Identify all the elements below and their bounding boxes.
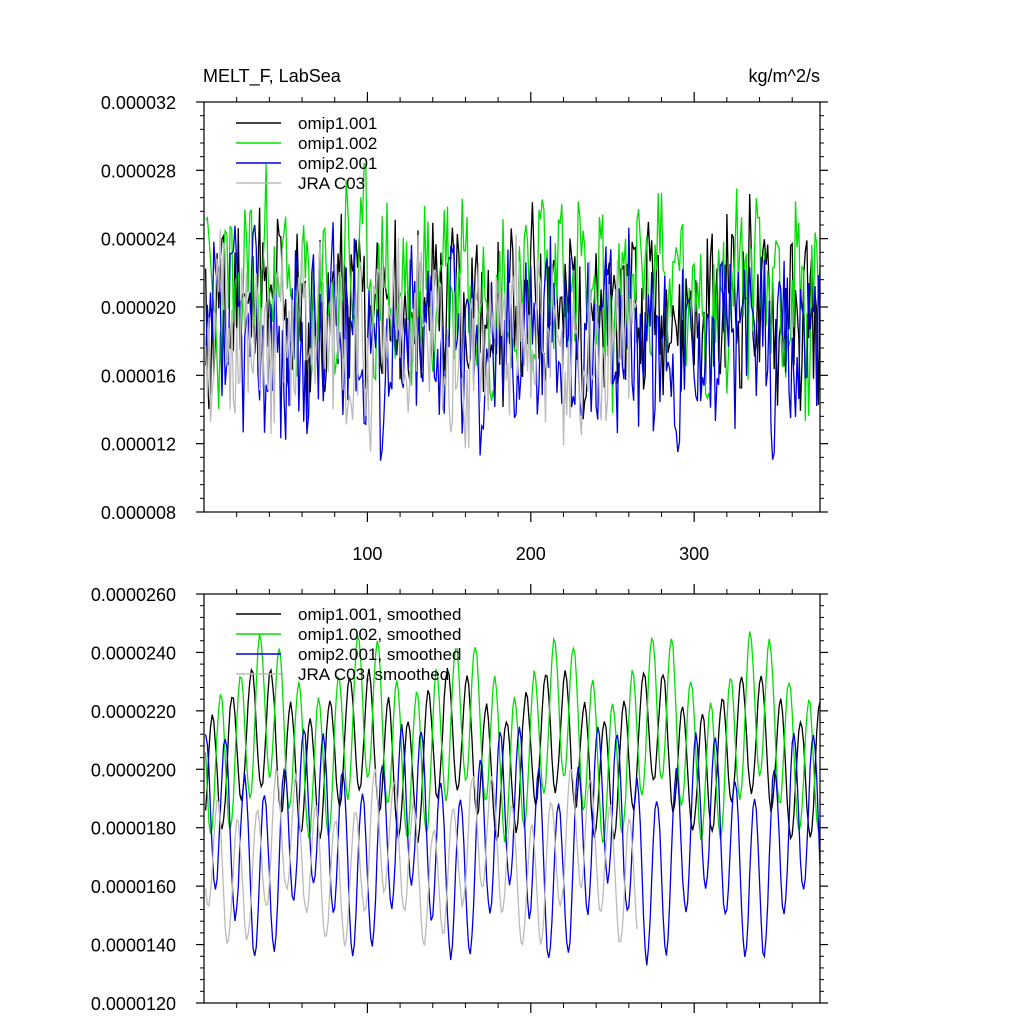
bottom-legend-label-3: JRA C03, smoothed: [298, 665, 449, 684]
top-series-line-3: [204, 229, 638, 452]
bottom-y-tick-label-6: 0.0000240: [91, 643, 176, 663]
bottom-legend-entry-0: omip1.001, smoothed: [236, 605, 462, 624]
bottom-legend-entry-1: omip1.002, smoothed: [236, 625, 462, 644]
bottom-y-tick-label-4: 0.0000200: [91, 760, 176, 780]
top-y-tick-label-3: 0.000020: [101, 298, 176, 318]
top-series-layer: [204, 162, 821, 461]
top-legend-label-0: omip1.001: [298, 114, 377, 133]
bottom-series-layer: [204, 631, 821, 966]
top-legend-label-3: JRA C03: [298, 174, 365, 193]
bottom-series-line-3: [204, 768, 638, 947]
bottom-axes: 0.0000120 0.0000140 0.0000160 0.0000180 0.00…: [91, 584, 828, 1014]
top-legend-entry-2: omip2.001: [236, 154, 377, 173]
top-y-tick-label-1: 0.000012: [101, 435, 176, 455]
top-legend-label-1: omip1.002: [298, 134, 377, 153]
top-chart-title: MELT_F, LabSea: [203, 66, 342, 87]
top-x-tick-label-1: 200: [516, 544, 546, 564]
bottom-legend-entry-3: JRA C03, smoothed: [236, 665, 449, 684]
bottom-series-line-1: [204, 631, 821, 844]
bottom-y-tick-label-7: 0.0000260: [91, 585, 176, 605]
bottom-panel: omip1.001, smoothed omip1.002, smoothed …: [91, 584, 828, 1014]
bottom-legend-label-1: omip1.002, smoothed: [298, 625, 462, 644]
top-y-tick-label-5: 0.000028: [101, 161, 176, 181]
top-axes: 0.000008 0.000012 0.000016 0.000020 0.000024…: [101, 92, 828, 564]
bottom-y-tick-label-5: 0.0000220: [91, 702, 176, 722]
bottom-legend: omip1.001, smoothed omip1.002, smoothed …: [236, 605, 462, 684]
bottom-y-tick-label-0: 0.0000120: [91, 994, 176, 1014]
top-y-tick-label-6: 0.000032: [101, 93, 176, 113]
top-legend-label-2: omip2.001: [298, 154, 377, 173]
top-legend-entry-0: omip1.001: [236, 114, 377, 133]
bottom-series-line-2: [204, 723, 821, 966]
bottom-legend-label-2: omip2.001, smoothed: [298, 645, 462, 664]
top-series-line-1: [205, 162, 821, 421]
top-y-tick-label-4: 0.000024: [101, 230, 176, 250]
top-legend-entry-3: JRA C03: [236, 174, 365, 193]
bottom-legend-entry-2: omip2.001, smoothed: [236, 645, 462, 664]
top-legend: omip1.001 omip1.002 omip2.001 JRA C03: [236, 114, 377, 193]
top-x-tick-label-2: 300: [679, 544, 709, 564]
top-panel: MELT_F, LabSea kg/m^2/s omip1.001 omip1.…: [101, 66, 828, 564]
top-y-tick-label-0: 0.000008: [101, 503, 176, 523]
bottom-plot-frame: [203, 593, 821, 1004]
top-chart-units: kg/m^2/s: [749, 66, 820, 86]
top-y-tick-label-2: 0.000016: [101, 366, 176, 386]
bottom-legend-label-0: omip1.001, smoothed: [298, 605, 462, 624]
bottom-y-tick-label-3: 0.0000180: [91, 819, 176, 839]
top-legend-entry-1: omip1.002: [236, 134, 377, 153]
top-series-line-2: [204, 222, 821, 461]
top-x-tick-label-0: 100: [352, 544, 382, 564]
bottom-y-tick-label-1: 0.0000140: [91, 936, 176, 956]
top-series-line-0: [204, 193, 821, 420]
bottom-y-tick-label-2: 0.0000160: [91, 877, 176, 897]
